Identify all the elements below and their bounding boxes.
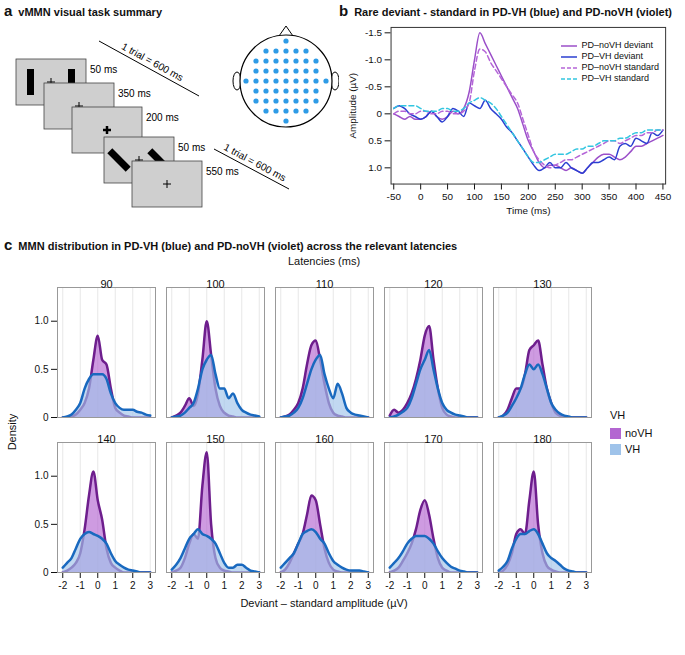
svg-text:300: 300 — [574, 191, 591, 202]
svg-text:150: 150 — [206, 433, 224, 445]
svg-text:140: 140 — [97, 433, 115, 445]
svg-text:120: 120 — [424, 278, 442, 290]
svg-text:130: 130 — [533, 278, 551, 290]
html-text:noVH: noVH — [625, 427, 653, 439]
svg-text:150: 150 — [493, 191, 510, 202]
svg-text:-1: -1 — [512, 580, 521, 591]
svg-text:0: 0 — [204, 580, 210, 591]
svg-text:3: 3 — [147, 580, 153, 591]
svg-text:3: 3 — [365, 580, 371, 591]
svg-text:180: 180 — [533, 433, 551, 445]
svg-text:Time (ms): Time (ms) — [506, 205, 550, 216]
svg-text:50: 50 — [442, 191, 454, 202]
html-text:VH: VH — [625, 443, 641, 455]
html-text:VH: VH — [610, 409, 626, 421]
svg-text:-50: -50 — [387, 191, 402, 202]
svg-text:3: 3 — [256, 580, 262, 591]
svg-text:-2: -2 — [167, 580, 176, 591]
svg-text:0.5: 0.5 — [35, 519, 49, 530]
html-text:PD–VH deviant: PD–VH deviant — [581, 51, 643, 61]
svg-text:-2: -2 — [385, 580, 394, 591]
svg-text:350: 350 — [601, 191, 618, 202]
html-text:Latencies (ms): Latencies (ms) — [287, 255, 361, 267]
svg-text:110: 110 — [316, 278, 334, 290]
svg-text:200: 200 — [520, 191, 537, 202]
svg-text:-2: -2 — [58, 580, 67, 591]
html-text:a vMMN visual task summary: a vMMN visual task summary — [4, 2, 162, 19]
svg-text:-1: -1 — [403, 580, 412, 591]
svg-text:250: 250 — [547, 191, 564, 202]
svg-text:-1.5: -1.5 — [365, 27, 383, 38]
svg-text:100: 100 — [206, 278, 224, 290]
svg-text:1: 1 — [330, 580, 336, 591]
svg-text:1.0: 1.0 — [35, 315, 49, 326]
svg-text:200 ms: 200 ms — [146, 112, 179, 123]
svg-text:50 ms: 50 ms — [178, 142, 205, 153]
html-text:PD–noVH deviant: PD–noVH deviant — [581, 40, 653, 50]
svg-text:2: 2 — [348, 580, 354, 591]
svg-text:-2: -2 — [494, 580, 503, 591]
svg-text:1 trial = 600 ms: 1 trial = 600 ms — [222, 141, 288, 183]
svg-text:2: 2 — [457, 580, 463, 591]
svg-text:450: 450 — [655, 191, 672, 202]
html-text:PD–noVH standard: PD–noVH standard — [581, 62, 659, 72]
svg-text:550 ms: 550 ms — [206, 166, 239, 177]
svg-text:0.5: 0.5 — [368, 135, 382, 146]
svg-text:3: 3 — [474, 580, 480, 591]
svg-text:1: 1 — [221, 580, 227, 591]
svg-text:2: 2 — [566, 580, 572, 591]
svg-text:170: 170 — [424, 433, 442, 445]
svg-text:50 ms: 50 ms — [90, 64, 117, 75]
html-text:c MMN distribution in PD-VH (b: c MMN distribution in PD-VH (blue) and P… — [4, 236, 458, 253]
svg-text:0: 0 — [531, 580, 537, 591]
svg-text:0: 0 — [43, 412, 49, 423]
svg-text:-1: -1 — [294, 580, 303, 591]
svg-text:-1: -1 — [185, 580, 194, 591]
svg-text:1 trial = 600 ms: 1 trial = 600 ms — [120, 41, 185, 84]
svg-text:1.0: 1.0 — [35, 470, 49, 481]
svg-text:0: 0 — [377, 108, 383, 119]
svg-text:1: 1 — [439, 580, 445, 591]
svg-text:1: 1 — [112, 580, 118, 591]
svg-text:-0.5: -0.5 — [365, 81, 383, 92]
svg-text:0: 0 — [313, 580, 319, 591]
svg-text:400: 400 — [628, 191, 645, 202]
html-text:Density: Density — [6, 413, 18, 451]
svg-text:160: 160 — [315, 433, 333, 445]
svg-text:2: 2 — [130, 580, 136, 591]
html-text:b Rare deviant - standard in P: b Rare deviant - standard in PD-VH (blue… — [339, 2, 672, 19]
svg-text:0: 0 — [418, 191, 424, 202]
svg-text:2: 2 — [239, 580, 245, 591]
svg-text:-1: -1 — [76, 580, 85, 591]
svg-text:350 ms: 350 ms — [118, 88, 151, 99]
svg-text:Amplitude (µV): Amplitude (µV) — [347, 73, 358, 139]
svg-text:-1.0: -1.0 — [365, 54, 383, 65]
svg-text:1.0: 1.0 — [368, 162, 382, 173]
svg-text:-2: -2 — [276, 580, 285, 591]
svg-text:3: 3 — [583, 580, 589, 591]
svg-text:0.5: 0.5 — [35, 364, 49, 375]
html-text:PD–VH standard: PD–VH standard — [581, 73, 649, 83]
svg-text:0: 0 — [422, 580, 428, 591]
svg-text:1: 1 — [548, 580, 554, 591]
svg-text:0: 0 — [43, 567, 49, 578]
svg-text:90: 90 — [100, 278, 112, 290]
svg-text:100: 100 — [466, 191, 483, 202]
svg-text:0: 0 — [95, 580, 101, 591]
html-text:Deviant – standard amplitude (: Deviant – standard amplitude (µV) — [240, 597, 408, 609]
